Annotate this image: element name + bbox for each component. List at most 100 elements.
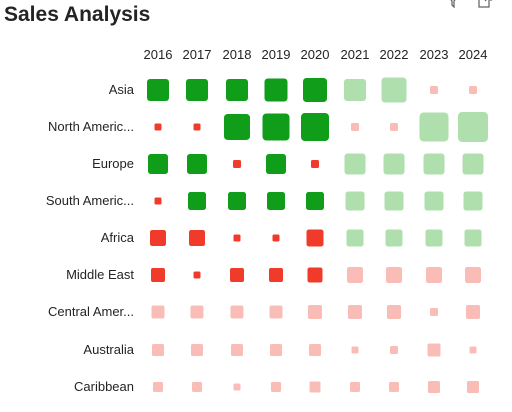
heatmap-cell[interactable] <box>386 267 402 283</box>
heatmap-cell[interactable] <box>384 191 404 211</box>
heatmap-cell[interactable] <box>191 344 203 356</box>
heatmap-cell[interactable] <box>428 381 440 393</box>
heatmap-cell[interactable] <box>186 79 208 101</box>
heatmap-cell[interactable] <box>419 112 449 142</box>
heatmap-cell[interactable] <box>426 267 442 283</box>
heatmap-cell[interactable] <box>390 123 398 131</box>
heatmap-cell[interactable] <box>427 343 441 357</box>
region-label: Asia <box>108 82 134 97</box>
heatmap-cell[interactable] <box>154 123 162 131</box>
heatmap-cell[interactable] <box>230 305 244 319</box>
heatmap-cell[interactable] <box>465 267 481 283</box>
heatmap-cell[interactable] <box>151 305 165 319</box>
heatmap-cell[interactable] <box>424 191 444 211</box>
heatmap-cell[interactable] <box>469 346 477 354</box>
heatmap-cell[interactable] <box>383 153 405 175</box>
heatmap-cell[interactable] <box>152 344 164 356</box>
year-label-2021: 2021 <box>340 47 370 62</box>
heatmap-cell[interactable] <box>150 230 166 246</box>
heatmap-cell[interactable] <box>344 153 366 175</box>
heatmap-cell[interactable] <box>193 123 201 131</box>
year-label-2020: 2020 <box>300 47 330 62</box>
heatmap-cell[interactable] <box>148 154 168 174</box>
heatmap-cell[interactable] <box>462 153 484 175</box>
region-label: South Americ... <box>45 193 134 208</box>
heatmap-cell[interactable] <box>224 114 250 140</box>
heatmap-cell[interactable] <box>307 267 323 283</box>
region-label: Australia <box>83 342 134 357</box>
heatmap-cell[interactable] <box>306 192 324 210</box>
heatmap-cell[interactable] <box>425 229 443 247</box>
heatmap-cell[interactable] <box>306 229 324 247</box>
heatmap-cell[interactable] <box>270 344 282 356</box>
heatmap-cell[interactable] <box>345 191 365 211</box>
heatmap-cell[interactable] <box>303 78 327 102</box>
heatmap-cell[interactable] <box>190 305 204 319</box>
heatmap-cell[interactable] <box>387 305 401 319</box>
heatmap-cell[interactable] <box>269 305 283 319</box>
heatmap-cell[interactable] <box>264 78 288 102</box>
region-label: Africa <box>100 230 134 245</box>
heatmap-cell[interactable] <box>430 308 438 316</box>
heatmap-cell[interactable] <box>464 229 482 247</box>
region-label: Central Amer... <box>48 304 134 319</box>
heatmap-cell[interactable] <box>308 305 322 319</box>
heatmap-cell[interactable] <box>147 79 169 101</box>
heatmap-cell[interactable] <box>346 229 364 247</box>
region-label: Europe <box>92 156 134 171</box>
heatmap-cell[interactable] <box>233 383 241 391</box>
heatmap-cell[interactable] <box>351 123 359 131</box>
year-label-2017: 2017 <box>182 47 212 62</box>
year-label-2018: 2018 <box>222 47 252 62</box>
heatmap-cell[interactable] <box>301 113 329 141</box>
heatmap-cell[interactable] <box>193 271 201 279</box>
filter-icon[interactable] <box>446 0 460 8</box>
heatmap-cell[interactable] <box>389 382 399 392</box>
heatmap-cell[interactable] <box>226 79 248 101</box>
heatmap-cell[interactable] <box>385 229 403 247</box>
heatmap-cell[interactable] <box>469 86 477 94</box>
chart-title: Sales Analysis <box>4 3 151 26</box>
region-label: North Americ... <box>48 119 134 134</box>
heatmap-cell[interactable] <box>262 113 290 141</box>
heatmap-cell[interactable] <box>309 381 321 393</box>
heatmap-cell[interactable] <box>271 382 281 392</box>
heatmap-cell[interactable] <box>230 268 244 282</box>
heatmap-cell[interactable] <box>266 154 286 174</box>
heatmap-cell[interactable] <box>192 382 202 392</box>
heatmap-cell[interactable] <box>272 234 280 242</box>
heatmap-cell[interactable] <box>430 86 438 94</box>
heatmap-cell[interactable] <box>423 153 445 175</box>
year-label-2023: 2023 <box>419 47 449 62</box>
heatmap-cell[interactable] <box>269 268 283 282</box>
heatmap-cell[interactable] <box>311 160 319 168</box>
heatmap-cell[interactable] <box>233 234 241 242</box>
heatmap-cell[interactable] <box>151 268 165 282</box>
year-label-2024: 2024 <box>458 47 488 62</box>
heatmap-cell[interactable] <box>344 79 366 101</box>
heatmap-cell[interactable] <box>347 267 363 283</box>
heatmap-cell[interactable] <box>153 382 163 392</box>
heatmap-cell[interactable] <box>154 197 162 205</box>
visual-toolbar <box>432 0 492 12</box>
heatmap-cell[interactable] <box>390 346 398 354</box>
heatmap-cell[interactable] <box>231 344 243 356</box>
heatmap-cell[interactable] <box>463 191 483 211</box>
heatmap-cell[interactable] <box>228 192 246 210</box>
focus-mode-icon[interactable] <box>478 0 492 8</box>
heatmap-cell[interactable] <box>188 192 206 210</box>
heatmap-cell[interactable] <box>350 382 360 392</box>
heatmap-cell[interactable] <box>233 160 241 168</box>
heatmap-cell[interactable] <box>187 154 207 174</box>
heatmap-cell[interactable] <box>458 112 488 142</box>
heatmap-cell[interactable] <box>381 77 407 103</box>
heatmap-cell[interactable] <box>348 305 362 319</box>
heatmap-cell[interactable] <box>466 305 480 319</box>
heatmap-cell[interactable] <box>467 381 479 393</box>
year-label-2019: 2019 <box>261 47 291 62</box>
heatmap-cell[interactable] <box>189 230 205 246</box>
heatmap-cell[interactable] <box>309 344 321 356</box>
heatmap-cell[interactable] <box>267 192 285 210</box>
heatmap-cell[interactable] <box>351 346 359 354</box>
